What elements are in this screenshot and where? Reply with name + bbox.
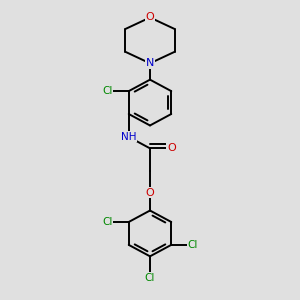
Text: N: N <box>146 58 154 68</box>
Text: O: O <box>146 188 154 197</box>
Text: NH: NH <box>121 132 136 142</box>
Text: Cl: Cl <box>187 240 198 250</box>
Text: O: O <box>167 143 176 153</box>
Text: O: O <box>146 13 154 22</box>
Text: Cl: Cl <box>102 217 113 227</box>
Text: Cl: Cl <box>102 86 113 96</box>
Text: Cl: Cl <box>145 273 155 283</box>
